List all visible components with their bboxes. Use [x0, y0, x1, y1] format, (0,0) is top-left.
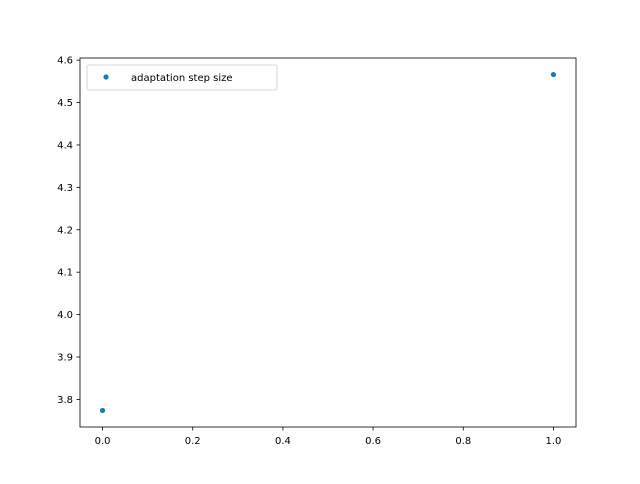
- plot-frame: [79, 57, 577, 428]
- y-tick-label: 4.5: [57, 98, 73, 109]
- x-tick-label: 0.2: [185, 436, 201, 447]
- y-tick-label: 3.8: [57, 395, 73, 406]
- x-tick-label: 1.0: [546, 436, 562, 447]
- legend-label: adaptation step size: [131, 73, 233, 84]
- x-tick-label: 0.6: [365, 436, 381, 447]
- data-point: [550, 71, 557, 78]
- y-tick-label: 4.0: [57, 310, 73, 321]
- y-tick-label: 4.6: [57, 56, 73, 67]
- data-point: [99, 407, 106, 414]
- plot-area: [80, 58, 576, 427]
- y-tick-label: 4.4: [57, 140, 73, 151]
- y-tick-label: 4.3: [57, 183, 73, 194]
- points-layer: [99, 71, 557, 414]
- x-tick-label: 0.8: [455, 436, 471, 447]
- legend-box: [86, 64, 278, 91]
- x-tick-label: 0.0: [95, 436, 111, 447]
- y-axis: 3.8 3.9 4.0 4.1 4.2 4.3 4.4 4.5 4.6: [57, 56, 80, 406]
- y-tick-label: 3.9: [57, 353, 73, 364]
- y-tick-label: 4.2: [57, 225, 73, 236]
- legend-marker: [103, 74, 109, 80]
- y-tick-label: 4.1: [57, 268, 73, 279]
- x-tick-label: 0.4: [275, 436, 291, 447]
- legend: adaptation step size: [86, 64, 278, 91]
- x-axis: 0.0 0.2 0.4 0.6 0.8 1.0: [95, 427, 562, 447]
